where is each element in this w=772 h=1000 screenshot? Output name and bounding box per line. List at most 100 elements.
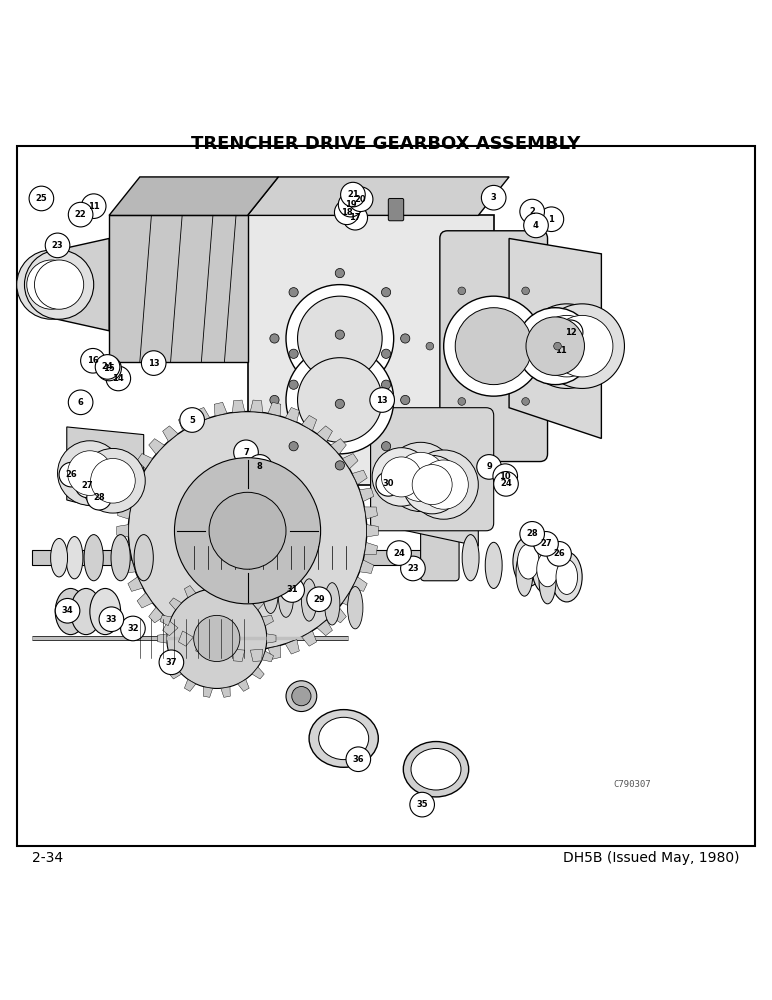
Circle shape [96, 356, 121, 381]
Polygon shape [157, 634, 167, 643]
Text: 10: 10 [499, 472, 511, 481]
Ellipse shape [486, 542, 502, 588]
Circle shape [386, 442, 455, 512]
Polygon shape [221, 580, 230, 590]
Circle shape [120, 616, 145, 641]
Circle shape [381, 288, 391, 297]
Circle shape [346, 747, 371, 772]
Text: 21: 21 [347, 190, 359, 199]
Circle shape [25, 250, 93, 319]
Circle shape [180, 408, 205, 432]
Ellipse shape [90, 588, 120, 635]
Circle shape [523, 213, 548, 238]
Text: 7: 7 [243, 448, 249, 457]
Circle shape [403, 455, 462, 514]
Polygon shape [178, 631, 193, 646]
Polygon shape [360, 560, 374, 573]
Text: 13: 13 [148, 359, 160, 368]
Polygon shape [163, 426, 178, 441]
Polygon shape [117, 507, 130, 519]
Circle shape [370, 388, 394, 412]
Polygon shape [128, 577, 143, 591]
Text: 28: 28 [93, 493, 105, 502]
Polygon shape [178, 415, 193, 431]
Ellipse shape [279, 575, 293, 617]
Ellipse shape [309, 710, 378, 767]
Polygon shape [360, 488, 374, 502]
Circle shape [458, 398, 466, 405]
Ellipse shape [111, 535, 130, 581]
Circle shape [554, 342, 561, 350]
FancyBboxPatch shape [248, 215, 493, 485]
Circle shape [67, 451, 112, 495]
FancyBboxPatch shape [371, 408, 493, 531]
Circle shape [194, 615, 240, 662]
Text: 26: 26 [66, 470, 77, 479]
Circle shape [343, 205, 367, 230]
Circle shape [348, 187, 373, 212]
Ellipse shape [532, 544, 563, 594]
Ellipse shape [319, 717, 369, 760]
Circle shape [539, 207, 564, 232]
Polygon shape [364, 542, 378, 555]
Text: 9: 9 [486, 462, 492, 471]
Text: 18: 18 [341, 208, 353, 217]
Circle shape [493, 472, 518, 496]
Polygon shape [352, 577, 367, 591]
Circle shape [396, 452, 445, 502]
Circle shape [95, 355, 120, 379]
Circle shape [547, 542, 571, 566]
Polygon shape [286, 407, 300, 422]
Polygon shape [109, 177, 279, 215]
Text: 2-34: 2-34 [32, 851, 63, 865]
Polygon shape [128, 470, 143, 485]
Circle shape [174, 458, 320, 604]
Ellipse shape [403, 742, 469, 797]
Polygon shape [32, 550, 425, 565]
Polygon shape [185, 586, 196, 597]
Polygon shape [221, 687, 230, 697]
Circle shape [81, 194, 106, 218]
Text: 34: 34 [62, 606, 73, 615]
Circle shape [410, 792, 435, 817]
Text: 24: 24 [102, 362, 113, 371]
Text: 16: 16 [87, 356, 99, 365]
Circle shape [335, 399, 344, 408]
Circle shape [338, 192, 363, 217]
Polygon shape [160, 651, 171, 662]
Polygon shape [248, 177, 509, 215]
Polygon shape [232, 649, 245, 661]
Text: 14: 14 [113, 374, 124, 383]
Text: 23: 23 [407, 564, 418, 573]
Polygon shape [250, 400, 262, 412]
Circle shape [540, 304, 625, 388]
Ellipse shape [462, 535, 479, 581]
Circle shape [455, 308, 532, 385]
Circle shape [381, 380, 391, 389]
Text: 24: 24 [393, 549, 405, 558]
Polygon shape [160, 615, 171, 626]
Polygon shape [509, 238, 601, 438]
Text: 3: 3 [491, 193, 496, 202]
Circle shape [86, 485, 111, 510]
Ellipse shape [286, 681, 317, 712]
Circle shape [58, 441, 122, 505]
Text: 11: 11 [556, 346, 567, 355]
Circle shape [536, 315, 598, 377]
Polygon shape [268, 646, 281, 659]
Polygon shape [232, 400, 245, 412]
Polygon shape [215, 402, 227, 416]
Circle shape [372, 448, 431, 506]
Circle shape [426, 342, 434, 350]
Text: 12: 12 [565, 328, 577, 337]
Polygon shape [137, 454, 153, 469]
Polygon shape [268, 402, 281, 416]
Text: 17: 17 [350, 213, 361, 222]
Text: 37: 37 [166, 658, 177, 667]
Circle shape [286, 285, 394, 392]
Circle shape [59, 462, 83, 487]
Polygon shape [40, 238, 109, 331]
Circle shape [234, 440, 259, 465]
Ellipse shape [51, 538, 67, 577]
Circle shape [75, 473, 100, 498]
